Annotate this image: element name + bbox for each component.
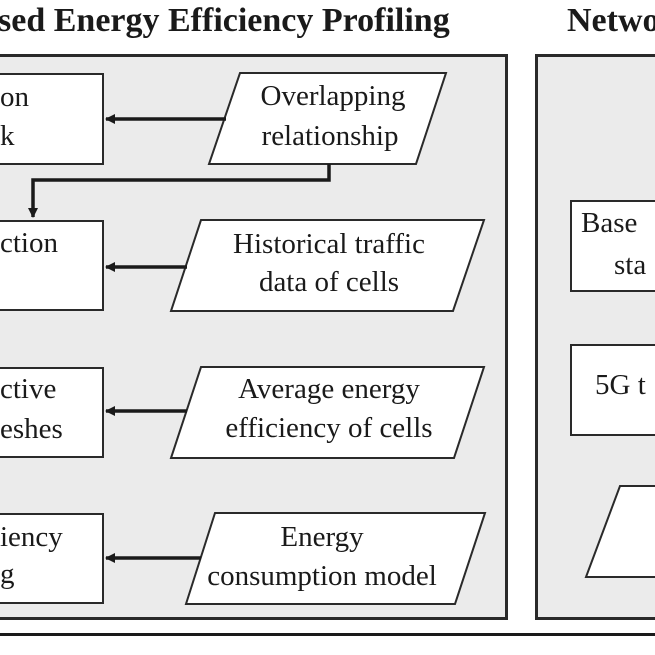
network-box-line1: on (0, 81, 29, 113)
effective-meshes-box (0, 367, 104, 458)
overlapping-line1: Overlapping (260, 80, 406, 112)
base-station-box (570, 200, 655, 292)
overlapping-line2: relationship (261, 120, 399, 152)
effective-meshes-line1: ctive (0, 373, 57, 405)
average-energy-line1: Average energy (238, 373, 420, 405)
effective-meshes-line2: eshes (0, 413, 63, 445)
efficiency-box (0, 513, 104, 604)
right-panel-title: Netwo (567, 2, 655, 39)
energy-profile-shape (584, 485, 655, 578)
overlapping-relationship-shape (207, 72, 448, 165)
historical-line1: Historical traffic (233, 228, 425, 260)
average-energy-shape (169, 366, 486, 459)
energy-model-line2: consumption model (207, 560, 437, 592)
5g-traffic-line1: 5G t (595, 369, 646, 401)
average-energy-line2: efficiency of cells (225, 412, 433, 444)
efficiency-box-line1: iency (0, 521, 63, 553)
prediction-box-line1: ction (0, 227, 58, 259)
energy-consumption-model-shape (184, 512, 487, 605)
5g-traffic-box (570, 344, 655, 436)
arrow-elbow-connector (28, 164, 331, 218)
energy-model-line1: Energy (280, 521, 364, 553)
historical-traffic-shape (169, 219, 486, 312)
prediction-box (0, 220, 104, 311)
bottom-rule (0, 633, 655, 636)
network-box-line2: k (0, 120, 15, 152)
left-panel-title: sed Energy Efficiency Profiling (0, 2, 450, 39)
base-station-line1: Base (581, 207, 638, 239)
historical-line2: data of cells (258, 266, 400, 298)
base-station-line2: sta (614, 249, 647, 281)
network-box (0, 73, 104, 165)
efficiency-box-line2: g (0, 558, 15, 590)
